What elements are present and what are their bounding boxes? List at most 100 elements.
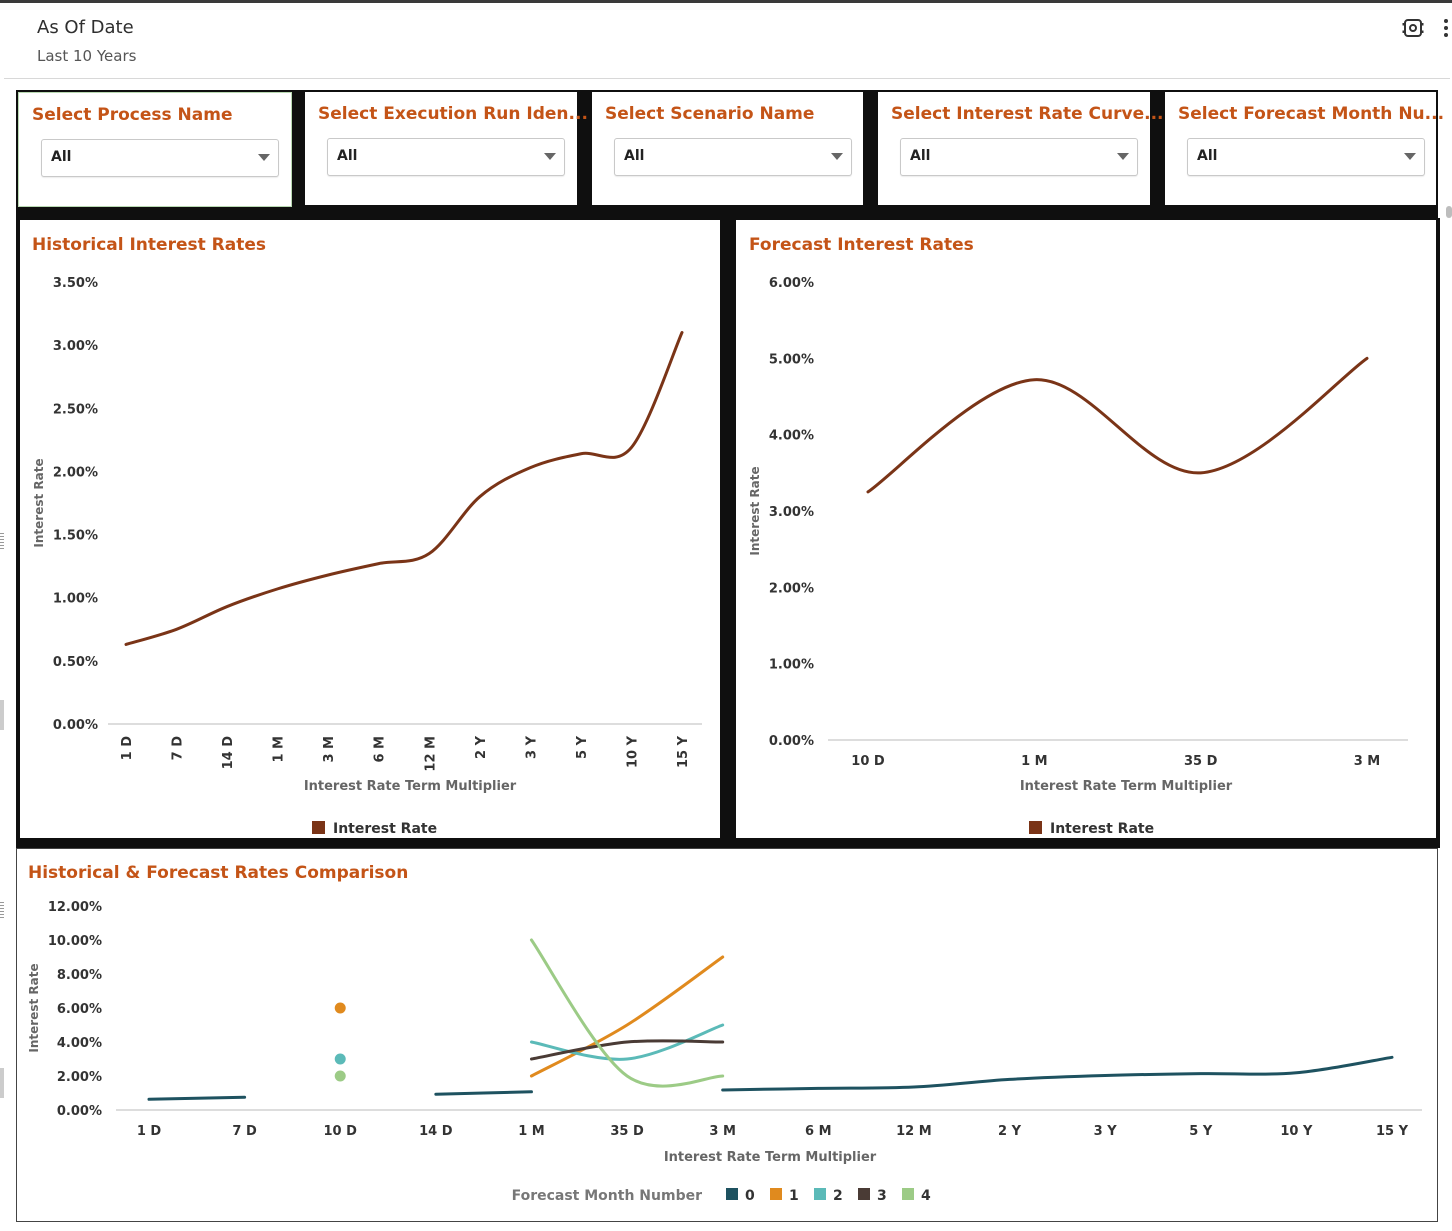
- series-line-interest-rate: [866, 356, 1369, 494]
- execution-run-select[interactable]: All: [327, 138, 565, 176]
- x-tick-label: 15 Y: [676, 735, 691, 768]
- resize-handle[interactable]: [0, 700, 4, 730]
- y-tick-label: 4.00%: [57, 1036, 102, 1051]
- y-tick-label: 0.00%: [57, 1104, 102, 1119]
- y-tick-label: 2.00%: [53, 465, 98, 480]
- scrollbar-thumb[interactable]: [1446, 206, 1452, 218]
- x-axis-title: Interest Rate Term Multiplier: [664, 1150, 877, 1165]
- y-tick-label: 1.00%: [53, 592, 98, 607]
- y-tick-label: 4.00%: [769, 429, 814, 444]
- legend-label: 4: [921, 1188, 931, 1204]
- y-tick-label: 2.50%: [53, 402, 98, 417]
- legend-swatch: [726, 1188, 738, 1200]
- filter-label: Select Process Name: [32, 105, 233, 125]
- y-tick-label: 6.00%: [57, 1002, 102, 1017]
- x-tick-label: 3 M: [322, 736, 337, 763]
- rates-comparison-chart: 0.00% 2.00% 4.00% 6.00% 8.00% 10.00% 12.00% 1 D…: [27, 900, 1422, 1204]
- series-point-1: [334, 1002, 346, 1014]
- filter-interest-rate-curve: Select Interest Rate Curve... All: [878, 92, 1164, 205]
- chart-title: Historical & Forecast Rates Comparison: [28, 863, 409, 883]
- select-value: All: [337, 148, 358, 164]
- more-vertical-icon[interactable]: [1440, 17, 1452, 39]
- y-tick-label: 8.00%: [57, 968, 102, 983]
- x-tick-label: 3 Y: [1094, 1124, 1118, 1139]
- legend-label: Interest Rate: [333, 821, 437, 837]
- divider: [1436, 218, 1440, 838]
- x-tick-label: 12 M: [896, 1124, 932, 1139]
- y-axis-title: Interest Rate: [32, 458, 46, 547]
- filter-label: Select Interest Rate Curve...: [891, 104, 1164, 124]
- legend-label: Interest Rate: [1050, 821, 1154, 837]
- x-tick-label: 3 Y: [524, 735, 539, 759]
- filter-label: Select Execution Run Iden...: [318, 104, 588, 124]
- x-tick-label: 14 D: [221, 736, 236, 770]
- select-value: All: [910, 148, 931, 164]
- resize-handle[interactable]: [0, 533, 4, 551]
- x-tick-label: 5 Y: [575, 735, 590, 759]
- x-tick-label: 7 D: [171, 736, 186, 761]
- interest-rate-curve-select[interactable]: All: [900, 138, 1138, 176]
- legend-swatch: [902, 1188, 914, 1200]
- y-tick-label: 0.00%: [53, 718, 98, 733]
- y-tick-label: 3.50%: [53, 276, 98, 291]
- y-tick-label: 2.00%: [769, 581, 814, 596]
- x-tick-label: 10 D: [851, 754, 885, 769]
- forecast-month-select[interactable]: All: [1187, 138, 1425, 176]
- x-tick-label: 6 M: [373, 736, 388, 763]
- y-tick-label: 3.00%: [53, 339, 98, 354]
- x-tick-label: 1 D: [137, 1124, 162, 1139]
- chevron-down-icon: [1117, 153, 1129, 160]
- divider: [16, 218, 20, 838]
- legend-swatch: [858, 1188, 870, 1200]
- filter-scenario-name: Select Scenario Name All: [592, 92, 863, 205]
- x-tick-label: 14 D: [419, 1124, 453, 1139]
- series-line-3: [529, 1039, 725, 1061]
- comparison-chart-pane: Historical & Forecast Rates Comparison: [16, 848, 1438, 1222]
- filter-forecast-month: Select Forecast Month Nu... All: [1165, 92, 1444, 205]
- x-tick-label: 15 Y: [1376, 1124, 1409, 1139]
- series-line-1: [529, 955, 725, 1078]
- process-name-select[interactable]: All: [41, 139, 279, 177]
- x-tick-label: 35 D: [610, 1124, 644, 1139]
- historical-chart-pane: Historical Interest Rates: [20, 220, 720, 838]
- settings-gear-icon[interactable]: [1402, 17, 1424, 39]
- x-tick-label: 2 Y: [474, 735, 489, 759]
- page-title: As Of Date: [37, 17, 134, 38]
- chart-title: Forecast Interest Rates: [749, 235, 974, 255]
- chevron-down-icon: [1404, 153, 1416, 160]
- x-tick-label: 6 M: [805, 1124, 832, 1139]
- x-tick-label: 35 D: [1184, 754, 1218, 769]
- x-tick-label: 1 M: [518, 1124, 545, 1139]
- resize-handle[interactable]: [0, 1068, 4, 1098]
- x-tick-label: 3 M: [1354, 754, 1381, 769]
- legend-label: 1: [789, 1188, 799, 1204]
- legend-swatch: [312, 821, 325, 834]
- legend-title: Forecast Month Number: [512, 1188, 702, 1204]
- chevron-down-icon: [831, 153, 843, 160]
- resize-handle[interactable]: [0, 902, 4, 920]
- top-border: [0, 0, 1452, 3]
- y-tick-label: 6.00%: [769, 276, 814, 291]
- y-tick-label: 10.00%: [48, 934, 102, 949]
- series-line-0: [434, 1090, 533, 1096]
- series-line-2: [529, 1023, 725, 1061]
- x-tick-label: 10 D: [324, 1124, 358, 1139]
- y-tick-label: 2.00%: [57, 1070, 102, 1085]
- y-tick-label: 1.50%: [53, 529, 98, 544]
- forecast-chart-pane: Forecast Interest Rates: [736, 220, 1436, 838]
- filter-process-name: Select Process Name All: [18, 92, 292, 207]
- legend-swatch: [814, 1188, 826, 1200]
- y-tick-label: 3.00%: [769, 505, 814, 520]
- historical-interest-rates-chart: 0.00% 0.50% 1.00% 1.50% 2.00% 2.50% 3.00% 3.50%…: [32, 276, 702, 837]
- x-tick-label: 10 Y: [625, 735, 640, 768]
- scenario-name-select[interactable]: All: [614, 138, 852, 176]
- filter-bar: Select Process Name All Select Execution…: [16, 90, 1444, 220]
- filter-label: Select Forecast Month Nu...: [1178, 104, 1445, 124]
- series-point-2: [334, 1053, 346, 1065]
- filter-execution-run: Select Execution Run Iden... All: [305, 92, 588, 205]
- divider: [16, 838, 1440, 848]
- chart-title: Historical Interest Rates: [32, 235, 266, 255]
- y-axis-title: Interest Rate: [748, 466, 762, 555]
- page-subtitle: Last 10 Years: [37, 47, 137, 65]
- x-tick-label: 1 D: [120, 736, 135, 761]
